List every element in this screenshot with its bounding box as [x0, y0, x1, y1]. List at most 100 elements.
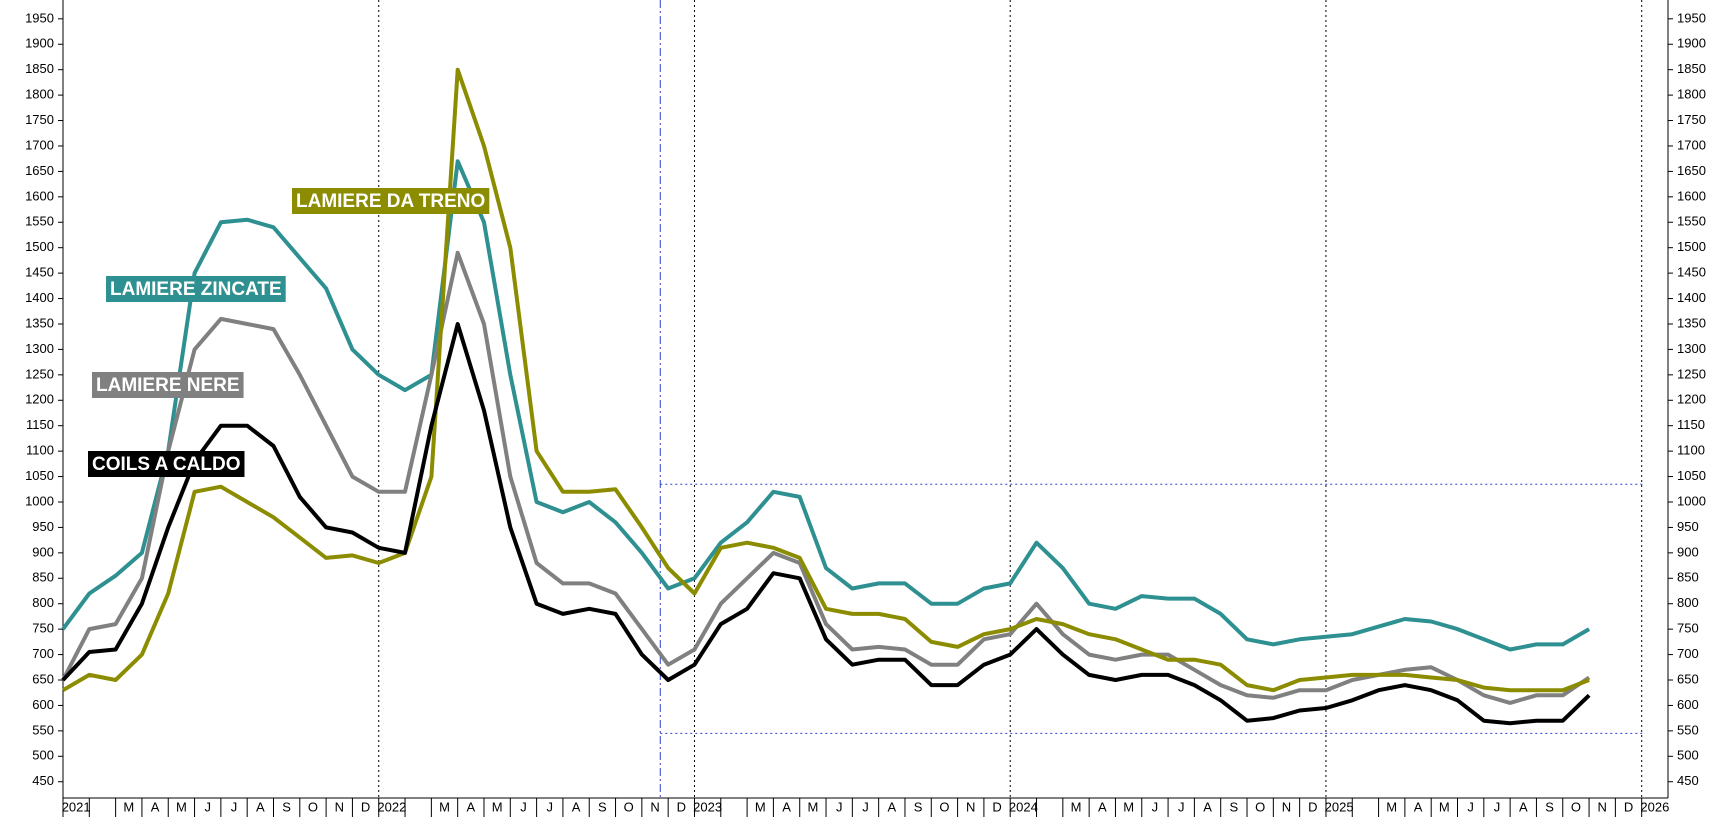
x-tick-label: S [282, 799, 291, 814]
y-tick-label: 1000 [25, 493, 54, 508]
x-tick-label: N [335, 799, 344, 814]
x-tick-label: M [123, 799, 134, 814]
y2-tick-label: 550 [1677, 722, 1699, 737]
x-tick-label: 2023 [693, 799, 722, 814]
x-tick-label: D [1624, 799, 1633, 814]
x-tick-label: J [1152, 799, 1159, 814]
y-tick-label: 1200 [25, 392, 54, 407]
x-tick-label: J [231, 799, 238, 814]
y2-tick-label: 1550 [1677, 214, 1706, 229]
x-tick-label: M [1123, 799, 1134, 814]
y2-tick-label: 1700 [1677, 137, 1706, 152]
x-tick-label: M [176, 799, 187, 814]
y2-tick-label: 1400 [1677, 290, 1706, 305]
x-tick-label: M [807, 799, 818, 814]
x-tick-label: 2026 [1640, 799, 1669, 814]
x-tick-label: A [1098, 799, 1107, 814]
series-label: LAMIERE DA TRENO [296, 191, 485, 212]
y-tick-label: 850 [32, 570, 54, 585]
y-tick-label: 1450 [25, 265, 54, 280]
y2-tick-label: 1950 [1677, 10, 1706, 25]
series-label: LAMIERE NERE [96, 375, 240, 396]
x-tick-label: D [361, 799, 370, 814]
x-tick-label: N [650, 799, 659, 814]
x-tick-label: M [492, 799, 503, 814]
series-line [61, 250, 1591, 705]
y-tick-label: 1950 [25, 10, 54, 25]
x-tick-label: D [1308, 799, 1317, 814]
y-tick-label: 1750 [25, 112, 54, 127]
y-tick-label: 1600 [25, 188, 54, 203]
x-tick-label: M [1071, 799, 1082, 814]
x-tick-label: N [966, 799, 975, 814]
y-tick-label: 1150 [26, 417, 54, 432]
x-tick-label: N [1598, 799, 1607, 814]
y2-tick-label: 1800 [1677, 87, 1706, 102]
y-tick-label: 750 [32, 621, 54, 636]
x-tick-label: S [914, 799, 923, 814]
series-label-box [106, 276, 286, 302]
x-tick-label: A [466, 799, 475, 814]
y-tick-label: 1650 [25, 163, 54, 178]
y-tick-label: 700 [32, 646, 54, 661]
x-tick-label: O [1571, 799, 1581, 814]
y2-tick-label: 750 [1677, 621, 1699, 636]
y-tick-label: 1800 [25, 87, 54, 102]
y-tick-label: 600 [32, 697, 54, 712]
x-tick-label: 2025 [1325, 799, 1354, 814]
y2-tick-label: 1600 [1677, 188, 1706, 203]
y2-tick-label: 800 [1677, 595, 1699, 610]
y-tick-label: 500 [32, 748, 54, 763]
y-tick-label: 1850 [25, 61, 54, 76]
x-tick-label: M [755, 799, 766, 814]
y-tick-label: 900 [32, 544, 54, 559]
series-label-box [88, 451, 245, 477]
y2-tick-label: 450 [1677, 773, 1699, 788]
x-tick-label: O [1255, 799, 1265, 814]
y-tick-label: 1400 [25, 290, 54, 305]
x-tick-label: 2021 [62, 799, 91, 814]
y2-tick-label: 500 [1677, 748, 1699, 763]
series-label-box [92, 372, 244, 398]
x-tick-label: M [1439, 799, 1450, 814]
x-tick-label: J [547, 799, 554, 814]
y-tick-label: 1700 [25, 137, 54, 152]
y2-tick-label: 1350 [1677, 315, 1706, 330]
series-label-box [292, 188, 490, 214]
x-tick-label: S [598, 799, 607, 814]
x-tick-label: J [1467, 799, 1474, 814]
x-tick-label: J [520, 799, 527, 814]
x-tick-label: J [862, 799, 869, 814]
y-tick-label: 1550 [25, 214, 54, 229]
y2-tick-label: 850 [1677, 570, 1699, 585]
x-tick-label: A [1203, 799, 1212, 814]
x-tick-label: D [677, 799, 686, 814]
y2-tick-label: 1000 [1677, 493, 1706, 508]
x-tick-label: A [151, 799, 160, 814]
y2-tick-label: 1450 [1677, 265, 1706, 280]
y2-tick-label: 1050 [1677, 468, 1706, 483]
y2-tick-label: 950 [1677, 519, 1699, 534]
x-tick-label: A [256, 799, 265, 814]
y-tick-label: 1250 [25, 366, 54, 381]
y-tick-label: 950 [32, 519, 54, 534]
x-tick-label: A [1414, 799, 1423, 814]
y2-tick-label: 1250 [1677, 366, 1706, 381]
y2-tick-label: 600 [1677, 697, 1699, 712]
y-tick-label: 1300 [25, 341, 54, 356]
x-tick-label: M [1386, 799, 1397, 814]
x-tick-label: S [1545, 799, 1554, 814]
y2-tick-label: 1150 [1677, 417, 1705, 432]
x-tick-label: O [308, 799, 318, 814]
x-tick-label: M [439, 799, 450, 814]
x-tick-label: J [204, 799, 211, 814]
series-line [61, 67, 1590, 693]
y2-tick-label: 650 [1677, 671, 1699, 686]
x-tick-label: 2022 [377, 799, 406, 814]
x-tick-label: 2024 [1009, 799, 1038, 814]
y2-tick-label: 1500 [1677, 239, 1706, 254]
x-tick-label: J [1494, 799, 1501, 814]
y2-tick-label: 1900 [1677, 36, 1706, 51]
